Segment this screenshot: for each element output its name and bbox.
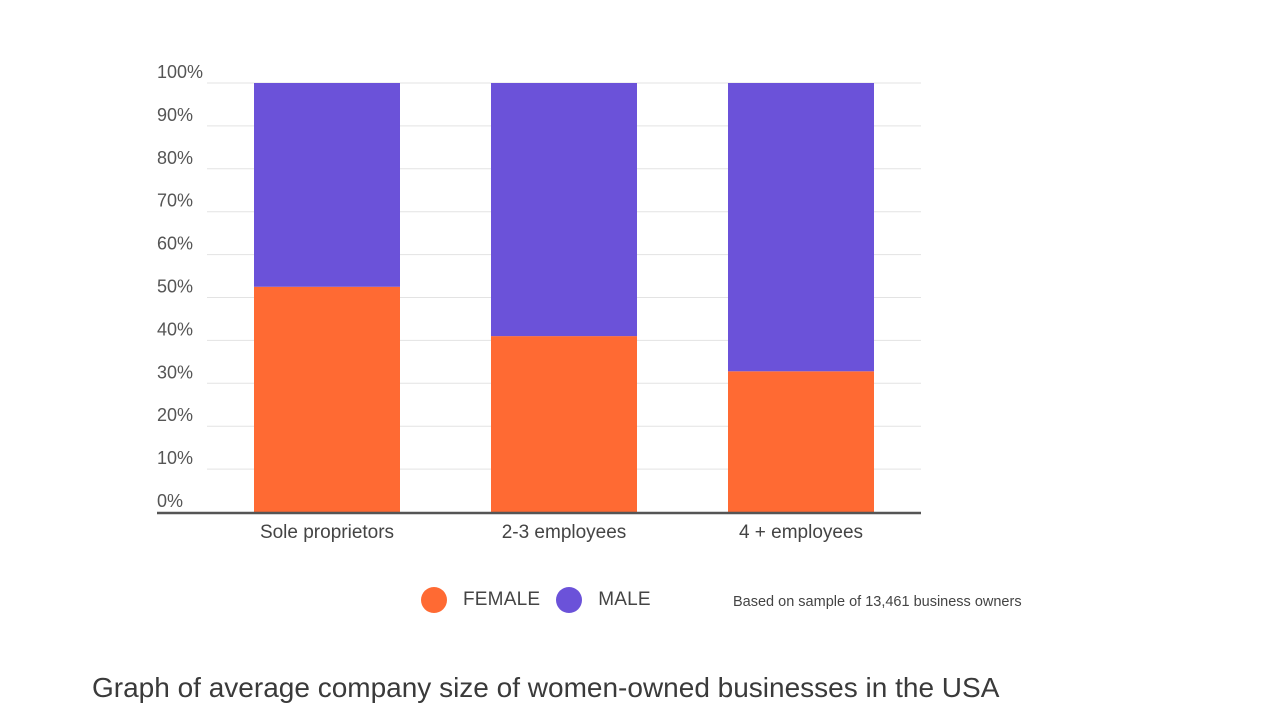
legend-label-female: FEMALE (463, 589, 541, 610)
y-tick-label: 50% (157, 277, 193, 297)
x-category-label: Sole proprietors (260, 522, 394, 543)
chart-caption: Graph of average company size of women-o… (92, 672, 1000, 703)
y-tick-label: 100% (157, 62, 203, 82)
sample-note: Based on sample of 13,461 business owner… (733, 594, 1022, 610)
x-category-label: 2-3 employees (502, 522, 627, 543)
stacked-bar-chart: 0% 10% 20% 30% 40% 50% 60% 70% 80% 90% 100% Sole pr… (157, 62, 921, 543)
legend-item-female: FEMALE (421, 587, 540, 613)
bar-male-1 (254, 83, 400, 287)
y-tick-label: 30% (157, 362, 193, 382)
y-tick-label: 40% (157, 319, 193, 339)
y-tick-label: 10% (157, 448, 193, 468)
y-tick-label: 60% (157, 234, 193, 254)
y-tick-label: 90% (157, 105, 193, 125)
bar-female-2 (491, 336, 637, 512)
bar-male-3 (728, 83, 874, 372)
bar-male-2 (491, 83, 637, 337)
y-tick-label: 70% (157, 191, 193, 211)
x-category-label: 4 + employees (739, 522, 863, 543)
bar-female-1 (254, 286, 400, 512)
y-tick-label: 0% (157, 491, 183, 511)
legend-swatch-male (556, 587, 583, 613)
legend-label-male: MALE (598, 589, 651, 610)
y-tick-label: 20% (157, 405, 193, 425)
y-tick-label: 80% (157, 148, 193, 168)
legend-swatch-female (421, 587, 447, 613)
legend-item-male: MALE (556, 587, 651, 613)
bar-female-3 (728, 371, 874, 512)
chart-legend: FEMALE MALE (421, 585, 667, 615)
